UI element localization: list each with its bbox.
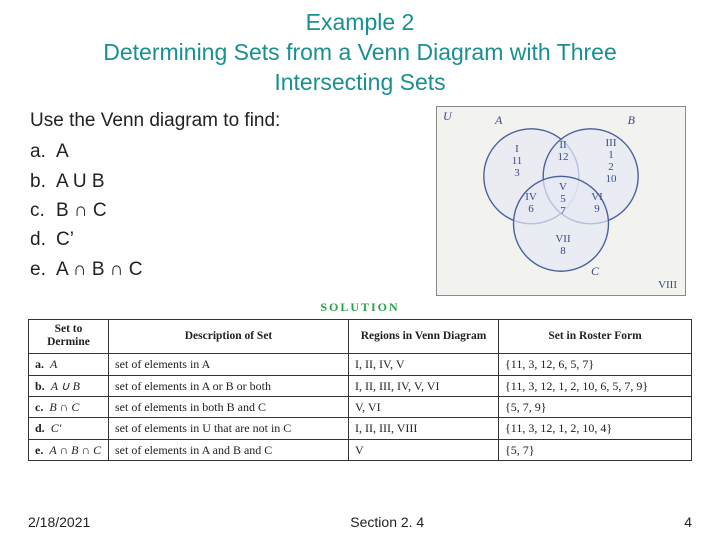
col-header: Set to Dermine	[29, 319, 109, 354]
question-text: A ∩ B ∩ C	[56, 255, 142, 284]
cell-desc: set of elements in both B and C	[109, 397, 349, 418]
question-text: A	[56, 137, 69, 166]
question-item: a.A	[30, 137, 436, 166]
solution-table: Set to Dermine Description of Set Region…	[28, 319, 692, 462]
question-label: e.	[30, 255, 56, 284]
venn-region-4: IV6	[519, 191, 543, 215]
cell-desc: set of elements in A	[109, 354, 349, 375]
cell-set: c.B ∩ C	[29, 397, 109, 418]
col-header: Description of Set	[109, 319, 349, 354]
venn-region-2: II12	[551, 139, 575, 163]
title-line-2: Determining Sets from a Venn Diagram wit…	[18, 38, 702, 68]
cell-roster: {11, 3, 12, 1, 2, 10, 6, 5, 7, 9}	[499, 375, 692, 396]
venn-diagram-wrap: U A B C VIII I11 3 II12 III1 2 10 IV6 V5…	[436, 106, 696, 296]
question-text: A U B	[56, 167, 105, 196]
footer-section: Section 2. 4	[350, 514, 424, 530]
question-block: Use the Venn diagram to find: a.A b.A U …	[30, 106, 436, 285]
content-row: Use the Venn diagram to find: a.A b.A U …	[0, 104, 720, 296]
question-item: c.B ∩ C	[30, 196, 436, 225]
col-header: Set in Roster Form	[499, 319, 692, 354]
table-row: c.B ∩ Cset of elements in both B and CV,…	[29, 397, 692, 418]
prompt-text: Use the Venn diagram to find:	[30, 106, 436, 135]
venn-region-8-label: VIII	[658, 279, 677, 291]
table-row: d.C′set of elements in U that are not in…	[29, 418, 692, 439]
venn-region-3: III1 2 10	[597, 137, 625, 185]
question-label: d.	[30, 225, 56, 254]
question-list: a.A b.A U B c.B ∩ C d.C’ e.A ∩ B ∩ C	[30, 137, 436, 284]
cell-regions: I, II, III, VIII	[349, 418, 499, 439]
question-item: d.C’	[30, 225, 436, 254]
cell-desc: set of elements in U that are not in C	[109, 418, 349, 439]
question-item: e.A ∩ B ∩ C	[30, 255, 436, 284]
question-label: c.	[30, 196, 56, 225]
slide-footer: 2/18/2021 Section 2. 4 4	[0, 514, 720, 530]
venn-region-6: VI9	[585, 191, 609, 215]
question-label: a.	[30, 137, 56, 166]
venn-c-label: C	[591, 264, 599, 279]
table-row: e.A ∩ B ∩ Cset of elements in A and B an…	[29, 439, 692, 460]
venn-u-label: U	[443, 109, 452, 124]
cell-desc: set of elements in A or B or both	[109, 375, 349, 396]
venn-region-1: I11 3	[503, 143, 531, 179]
cell-roster: {5, 7}	[499, 439, 692, 460]
cell-set: a.A	[29, 354, 109, 375]
cell-regions: V, VI	[349, 397, 499, 418]
cell-roster: {5, 7, 9}	[499, 397, 692, 418]
cell-desc: set of elements in A and B and C	[109, 439, 349, 460]
cell-regions: I, II, IV, V	[349, 354, 499, 375]
title-line-3: Intersecting Sets	[18, 68, 702, 98]
table-row: b.A ∪ Bset of elements in A or B or both…	[29, 375, 692, 396]
venn-region-7: VII8	[549, 233, 577, 257]
solution-heading: SOLUTION	[0, 300, 720, 315]
table-row: a.Aset of elements in AI, II, IV, V{11, …	[29, 354, 692, 375]
cell-set: d.C′	[29, 418, 109, 439]
question-item: b.A U B	[30, 167, 436, 196]
cell-regions: V	[349, 439, 499, 460]
title-line-1: Example 2	[18, 8, 702, 38]
cell-regions: I, II, III, IV, V, VI	[349, 375, 499, 396]
question-text: B ∩ C	[56, 196, 107, 225]
col-header: Regions in Venn Diagram	[349, 319, 499, 354]
footer-page: 4	[684, 514, 692, 530]
table-header-row: Set to Dermine Description of Set Region…	[29, 319, 692, 354]
question-text: C’	[56, 225, 74, 254]
slide-title: Example 2 Determining Sets from a Venn D…	[0, 0, 720, 104]
venn-diagram: U A B C VIII I11 3 II12 III1 2 10 IV6 V5…	[436, 106, 686, 296]
cell-roster: {11, 3, 12, 1, 2, 10, 4}	[499, 418, 692, 439]
cell-roster: {11, 3, 12, 6, 5, 7}	[499, 354, 692, 375]
cell-set: e.A ∩ B ∩ C	[29, 439, 109, 460]
cell-set: b.A ∪ B	[29, 375, 109, 396]
venn-region-5: V5 7	[551, 181, 575, 217]
venn-b-label: B	[628, 113, 635, 128]
footer-date: 2/18/2021	[28, 514, 90, 530]
venn-a-label: A	[495, 113, 502, 128]
question-label: b.	[30, 167, 56, 196]
